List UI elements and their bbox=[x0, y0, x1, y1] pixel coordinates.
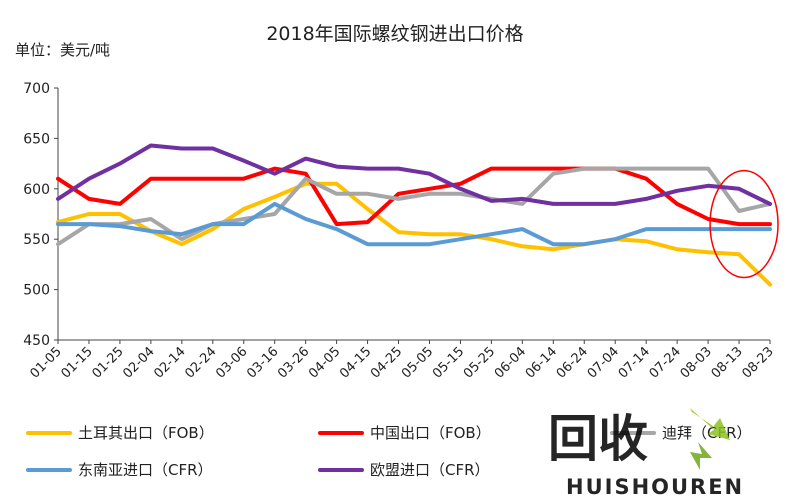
legend: 土耳其出口（FOB） 中国出口（FOB） 迪拜（CFR） 东南亚进口（CFR） 欧盟进口… bbox=[26, 424, 752, 479]
y-tick-label: 650 bbox=[23, 131, 50, 147]
x-tick-label: 04-15 bbox=[337, 344, 374, 381]
legend-label: 欧盟进口（CFR） bbox=[370, 461, 490, 479]
series-line-fob-1 bbox=[56, 166, 772, 227]
x-tick-label: 07-14 bbox=[616, 344, 653, 381]
logo-chars: 回收 bbox=[548, 410, 648, 468]
x-tick-label: 05-15 bbox=[430, 344, 467, 381]
legend-label: 迪拜（CFR） bbox=[662, 424, 752, 442]
x-tick-label: 05-25 bbox=[461, 344, 498, 381]
x-tick-label: 07-24 bbox=[647, 344, 684, 381]
legend-label: 东南亚进口（CFR） bbox=[78, 461, 213, 479]
annotation-layer bbox=[709, 169, 779, 279]
x-tick-label: 03-16 bbox=[244, 344, 281, 381]
x-tick-label: 02-14 bbox=[151, 344, 188, 381]
x-tick-label: 03-26 bbox=[275, 344, 312, 381]
chart-title: 2018年国际螺纹钢进出口价格 bbox=[266, 23, 523, 45]
series-line-cfr-3 bbox=[56, 201, 772, 247]
x-tick-label: 08-23 bbox=[740, 344, 777, 381]
x-tick-label: 04-25 bbox=[368, 344, 405, 381]
x-tick-label: 04-05 bbox=[306, 344, 343, 381]
x-tick-label: 01-15 bbox=[58, 344, 95, 381]
logo-text: HUISHOUREN bbox=[566, 475, 744, 499]
x-tick-label: 08-13 bbox=[709, 344, 746, 381]
y-tick-label: 700 bbox=[23, 81, 50, 97]
x-tick-label: 05-05 bbox=[399, 344, 436, 381]
x-tick-label: 03-06 bbox=[213, 344, 250, 381]
series-line-fob-0 bbox=[56, 181, 772, 287]
y-tick-label: 600 bbox=[23, 182, 50, 198]
legend-label: 土耳其出口（FOB） bbox=[78, 424, 214, 442]
y-axis-unit-label: 单位：美元/吨 bbox=[15, 41, 110, 59]
y-tick-label: 500 bbox=[23, 283, 50, 299]
x-tick-label: 06-24 bbox=[554, 344, 591, 381]
x-tick-label: 02-04 bbox=[120, 344, 157, 381]
y-tick-label: 550 bbox=[23, 232, 50, 248]
x-tick-label: 01-05 bbox=[28, 344, 65, 381]
series-layer bbox=[56, 143, 772, 287]
x-tick-label: 02-24 bbox=[182, 344, 219, 381]
series-line-cfr-4 bbox=[56, 143, 772, 206]
x-tick-label: 01-25 bbox=[89, 344, 126, 381]
legend-label: 中国出口（FOB） bbox=[370, 424, 491, 442]
logo: 回收 HUISHOUREN bbox=[548, 408, 744, 499]
x-tick-label: 08-03 bbox=[678, 344, 715, 381]
y-tick-label: 450 bbox=[23, 333, 50, 349]
highlight-ellipse bbox=[709, 169, 779, 279]
x-tick-label: 06-14 bbox=[523, 344, 560, 381]
x-tick-label: 06-04 bbox=[492, 344, 529, 381]
series-line-cfr-2 bbox=[56, 166, 772, 247]
x-tick-label: 07-04 bbox=[585, 344, 622, 381]
recycle-logo-icon bbox=[690, 408, 730, 470]
